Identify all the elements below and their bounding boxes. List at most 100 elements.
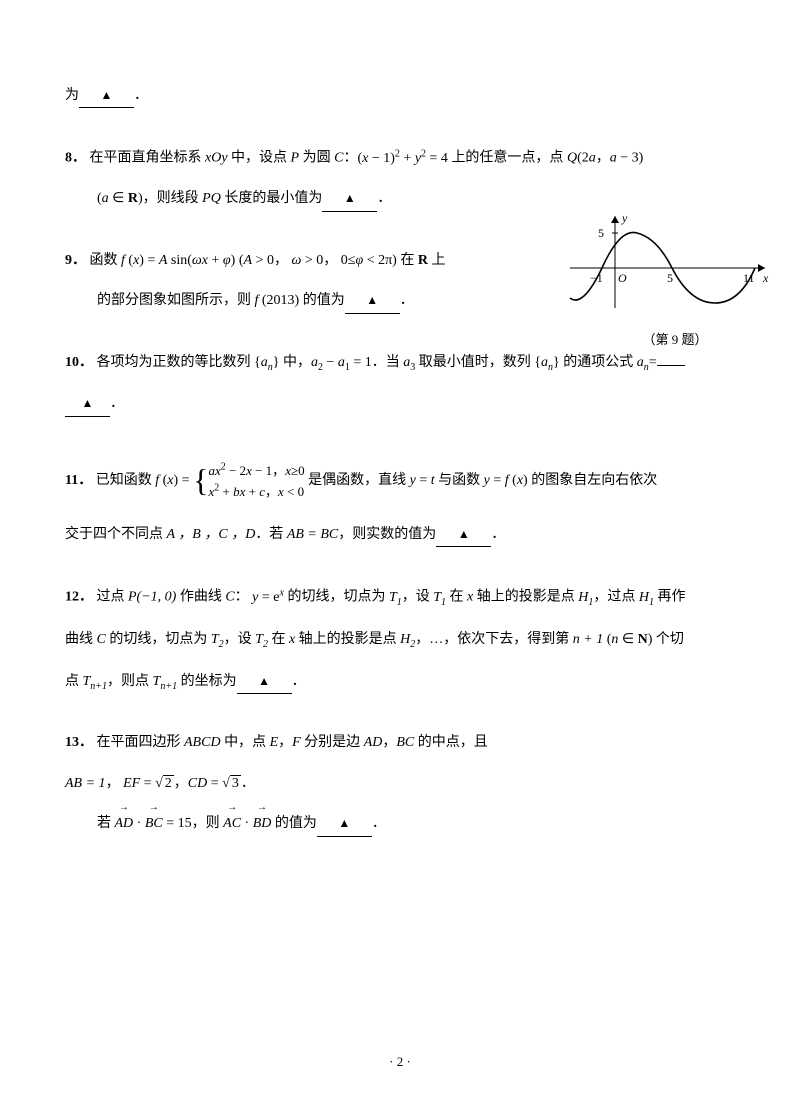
question-11: 11． 已知函数 f (x) = {ax2 − 2x − 1，x≥0x2 + b…	[65, 455, 735, 548]
q13-F: F	[292, 735, 301, 750]
q13-l2a: AB = 1	[65, 776, 106, 791]
q11-yfx: y = f (x)	[484, 473, 528, 488]
q11-l2a: 交于四个不同点	[65, 527, 167, 542]
q12-T1: T1	[389, 590, 402, 605]
q9-t2: 在	[397, 253, 418, 268]
q12-H1b: H1	[639, 590, 654, 605]
q11-t3: 与函数	[435, 473, 484, 488]
vec-BC: →BC	[145, 813, 163, 835]
question-8: 8． 在平面直角坐标系 xOy 中，设点 P 为圆 C：(x − 1)2 + y…	[65, 146, 735, 211]
q8-number: 8．	[65, 151, 86, 166]
q9-t1: 函数	[90, 253, 122, 268]
q13-BC: BC	[396, 735, 414, 750]
q12-T2b: T2	[255, 632, 268, 647]
q8-aR: a ∈ R	[102, 191, 138, 206]
svg-text:5: 5	[667, 271, 673, 285]
q11-pts: A ，B ，C ，D	[167, 527, 256, 542]
blank-cont[interactable]	[657, 365, 685, 366]
q12-t3: ：	[235, 590, 253, 605]
q12-l3a: 点	[65, 674, 83, 689]
q13-punct: ．	[372, 816, 386, 831]
answer-blank[interactable]	[322, 188, 377, 211]
q13-AD: AD	[364, 735, 383, 750]
q13-c1: ，	[278, 735, 292, 750]
q12-l2f: ，…，依次下去，得到第	[415, 632, 573, 647]
q8-PQ: PQ	[202, 191, 221, 206]
q10-eq: a2 − a1 = 1	[311, 355, 372, 370]
q13-l2c: ，CD =	[174, 776, 222, 791]
svg-text:5: 5	[598, 226, 604, 240]
q12-l2g: 个切	[652, 632, 684, 647]
q12-l2a: 曲线	[65, 632, 97, 647]
q12-H2: H2	[400, 632, 415, 647]
answer-blank[interactable]	[79, 85, 134, 108]
case1: ax2 − 2x − 1，x≥0	[208, 463, 304, 478]
q10-eq2: =	[649, 355, 657, 370]
q13-t3: 分别是边	[301, 735, 364, 750]
q12-l2c: ，设	[224, 632, 256, 647]
q10-punct: ．	[110, 396, 124, 411]
q9-t3: 上	[428, 253, 446, 268]
sqrt3: √3	[222, 775, 241, 791]
q10-an: an	[637, 355, 649, 370]
q12-l2b: 的切线，切点为	[106, 632, 211, 647]
answer-blank[interactable]	[317, 813, 372, 836]
q13-l2d: ．	[241, 776, 255, 791]
q12-t6: 在	[446, 590, 467, 605]
q7-punct: ．	[134, 88, 148, 103]
q9-l2b: 的值为	[299, 293, 345, 308]
q11-yt: y = t	[410, 473, 435, 488]
q12-H1: H1	[578, 590, 593, 605]
question-10: 10． 各项均为正数的等比数列 {an} 中，a2 − a1 = 1．当 a3 …	[65, 352, 735, 417]
xoy: xOy	[205, 151, 228, 166]
answer-blank[interactable]	[65, 393, 110, 416]
q12-P: P(−1, 0)	[128, 590, 176, 605]
q7-tail-text: 为	[65, 88, 79, 103]
piecewise: {ax2 − 2x − 1，x≥0x2 + bx + c，x < 0	[193, 455, 305, 506]
q11-t4: 的图象自左向右依次	[528, 473, 658, 488]
q12-Tn1: Tn+1	[83, 674, 108, 689]
q10-number: 10．	[65, 355, 93, 370]
q12-l2d: 在	[268, 632, 289, 647]
q8-Q: Q	[567, 151, 577, 166]
q9-l2: 的部分图象如图所示，则	[97, 293, 255, 308]
q12-C: C	[225, 590, 234, 605]
q9-punct: ．	[400, 293, 414, 308]
vec-AD: →AD	[115, 813, 134, 835]
q9-cond: (A > 0， ω > 0， 0≤φ < 2π)	[235, 253, 397, 268]
q12-t5: ，设	[402, 590, 434, 605]
q12-l2e: 轴上的投影是点	[295, 632, 400, 647]
q11-l2b: ．若	[255, 527, 287, 542]
q13-c2: ，	[382, 735, 396, 750]
q12-number: 12．	[65, 590, 93, 605]
question-7-tail: 为．	[65, 85, 735, 108]
q8-t4: ：	[343, 151, 357, 166]
answer-blank[interactable]	[345, 290, 400, 313]
q13-number: 13．	[65, 735, 93, 750]
svg-text:y: y	[621, 211, 628, 225]
q11-t2: 是偶函数，直线	[305, 473, 410, 488]
q12-l3c: 的坐标为	[177, 674, 237, 689]
q13-l3b: ，则	[192, 816, 224, 831]
q11-number: 11．	[65, 473, 92, 488]
q13-l3a: 若	[97, 816, 115, 831]
q8-qargs: (2a，a − 3)	[577, 151, 643, 166]
answer-blank[interactable]	[237, 671, 292, 694]
figure-9-label: （第 9 题）	[565, 330, 785, 351]
q8-P: P	[291, 151, 300, 166]
vec-AC: →AC	[223, 813, 241, 835]
q8-l2b: )，则线段	[138, 191, 202, 206]
answer-blank[interactable]	[436, 524, 491, 547]
q12-l3b: ，则点	[107, 674, 153, 689]
q12-punct: ．	[292, 674, 306, 689]
q9-number: 9．	[65, 253, 86, 268]
q13-l2b: ， EF =	[106, 776, 156, 791]
q9-fx: f (x) = A sin(ωx + φ)	[121, 253, 235, 268]
q12-t2: 作曲线	[176, 590, 225, 605]
q12-t1: 过点	[97, 590, 129, 605]
q9-R: R	[418, 253, 428, 268]
q12-nN: (n ∈ N)	[607, 632, 653, 647]
q9-f2013: f (2013)	[255, 293, 300, 308]
q13-t2: 中，点	[221, 735, 270, 750]
q8-t2: 中，设点	[228, 151, 291, 166]
